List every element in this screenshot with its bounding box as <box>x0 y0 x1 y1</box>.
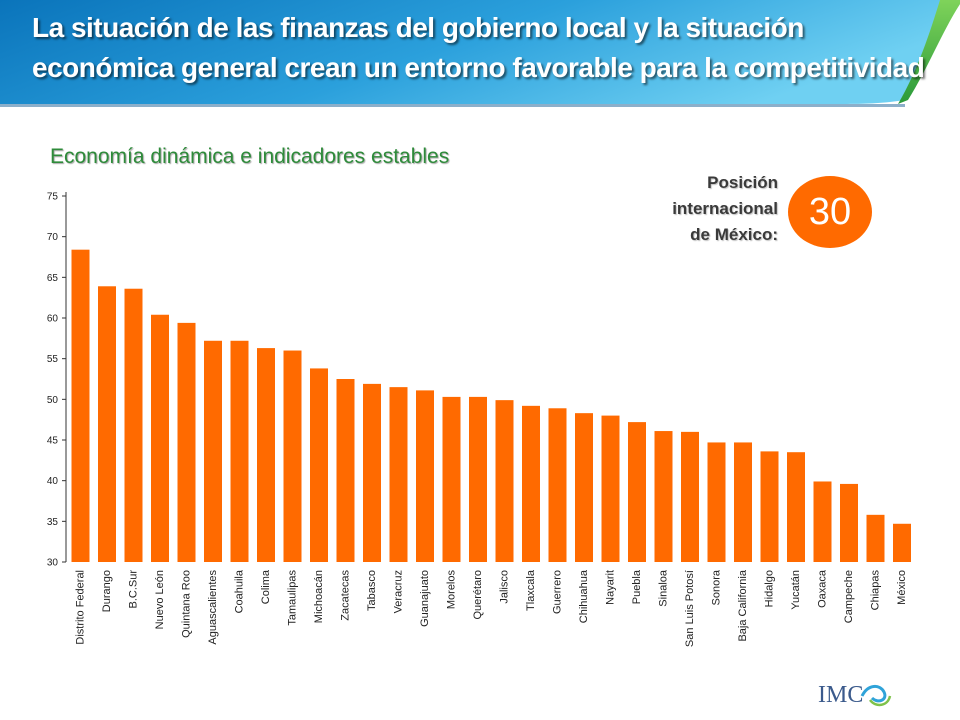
bar <box>893 523 911 562</box>
logo-swirl-icon-2 <box>869 695 892 707</box>
logo-swirl-icon <box>860 685 887 703</box>
x-tick-label: Colima <box>260 569 272 604</box>
imco-logo: IMC <box>818 682 892 708</box>
bar <box>813 481 832 562</box>
bar-chart: 30 35 40 45 50 55 60 65 70 75 Distrito Federal Dur… <box>47 192 911 647</box>
bar <box>840 483 858 562</box>
ranking-label-line-3: de México: <box>690 225 778 244</box>
y-tick-label: 60 <box>47 314 59 325</box>
x-tick-label: Jalisco <box>498 570 510 604</box>
bar <box>522 405 540 562</box>
bar <box>336 379 355 562</box>
x-tick-label: Michoacán <box>313 570 325 623</box>
bar <box>98 286 116 562</box>
y-tick-label: 65 <box>47 273 59 284</box>
bar <box>124 288 143 562</box>
y-tick-label: 55 <box>47 354 59 365</box>
x-tick-label: Querétaro <box>472 570 484 620</box>
bar <box>734 442 752 562</box>
x-tick-label: Aguascalientes <box>207 570 219 645</box>
page-title-line-2: económica general crean un entorno favor… <box>32 52 925 83</box>
header-banner: La situación de las finanzas del gobiern… <box>0 0 960 110</box>
ranking-label-line-1: Posición <box>707 173 778 192</box>
x-tick-label: Zacatecas <box>339 570 351 621</box>
x-tick-label: México <box>896 570 908 605</box>
bars <box>71 249 911 562</box>
y-tick-label: 35 <box>47 517 59 528</box>
bar <box>389 387 408 562</box>
x-tick-label: Campeche <box>843 570 855 623</box>
x-tick-label: Sonora <box>710 569 722 605</box>
bar <box>71 249 90 562</box>
x-tick-label: Tabasco <box>366 570 378 611</box>
bar <box>204 340 222 562</box>
x-tick-label: Baja California <box>737 569 749 641</box>
x-tick-label: Puebla <box>631 569 643 604</box>
x-tick-label: Nuevo León <box>154 570 166 629</box>
bar <box>442 396 461 562</box>
x-tick-label: Coahuila <box>233 569 245 613</box>
x-tick-label: Hidalgo <box>763 570 775 607</box>
bar <box>177 322 196 562</box>
y-tick-label: 30 <box>47 558 59 569</box>
bar <box>681 431 699 562</box>
x-tick-label: Sinaloa <box>657 569 669 607</box>
bar <box>548 408 567 562</box>
bar <box>707 442 726 562</box>
bar <box>601 415 620 562</box>
x-tick-label: Quintana Roo <box>180 570 192 638</box>
bar <box>230 340 249 562</box>
ranking-label: Posición internacional de México: <box>640 170 778 248</box>
y-tick-label: 50 <box>47 395 59 406</box>
chart-subtitle: Economía dinámica e indicadores estables <box>50 145 450 168</box>
x-tick-label: B.C.Sur <box>127 570 139 609</box>
bar <box>363 383 381 562</box>
x-tick-label: Oaxaca <box>816 569 828 608</box>
x-tick-label: Chihuahua <box>578 569 590 623</box>
banner-background <box>0 0 960 107</box>
x-tick-label: Guerrero <box>551 570 563 614</box>
ranking-label-line-2: internacional <box>672 199 778 218</box>
bar <box>416 390 434 562</box>
bar <box>257 348 275 562</box>
y-tick-label: 45 <box>47 436 59 447</box>
x-tick-label: Yucatán <box>790 570 802 610</box>
x-tick-label: Chiapas <box>869 570 881 611</box>
x-tick-label: Tlaxcala <box>525 569 537 611</box>
ranking-badge: 30 <box>788 176 872 248</box>
bar <box>760 451 779 562</box>
x-tick-label: Morelos <box>445 570 457 610</box>
bar <box>310 368 328 562</box>
page-title-line-1: La situación de las finanzas del gobiern… <box>32 12 804 43</box>
bar <box>283 350 302 562</box>
bar <box>787 452 805 562</box>
bar <box>628 422 646 562</box>
x-tick-label: Durango <box>101 570 113 612</box>
bar <box>151 314 169 562</box>
bar <box>575 413 593 562</box>
x-tick-label: Guanajuato <box>419 570 431 627</box>
bar <box>866 514 885 562</box>
x-tick-label: Tamaulipas <box>286 570 298 626</box>
y-tick-label: 70 <box>47 232 59 243</box>
y-axis: 30 35 40 45 50 55 60 65 70 75 <box>47 192 67 569</box>
x-tick-label: Nayarit <box>604 570 616 605</box>
x-tick-label: San Luis Potosí <box>684 570 696 647</box>
y-tick-label: 40 <box>47 476 59 487</box>
x-axis-labels: Distrito Federal Durango B.C.Sur Nuevo León… <box>74 569 908 647</box>
y-tick-label: 75 <box>47 192 59 203</box>
x-tick-label: Veracruz <box>392 570 404 613</box>
bar <box>469 396 487 562</box>
logo-text: IMC <box>818 682 863 708</box>
bar <box>495 400 514 562</box>
x-tick-label: Distrito Federal <box>74 570 86 645</box>
bar <box>654 431 673 562</box>
